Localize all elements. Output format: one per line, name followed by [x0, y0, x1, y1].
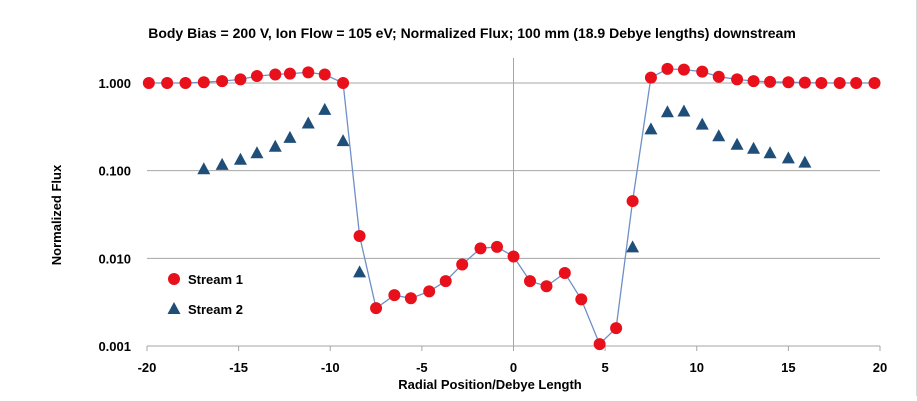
- stream-1-point: [815, 77, 828, 89]
- stream-1-point: [142, 77, 155, 89]
- x-tick-label: 0: [510, 360, 517, 375]
- stream-1-point: [833, 77, 846, 89]
- chart-title: Body Bias = 200 V, Ion Flow = 105 eV; No…: [148, 25, 796, 41]
- stream-2-point: [197, 162, 211, 175]
- stream-1-point: [731, 73, 744, 86]
- x-tick-label: 5: [602, 360, 609, 375]
- stream-1-point: [558, 267, 571, 280]
- axes: [146, 58, 881, 351]
- stream-2-point: [781, 151, 795, 164]
- stream-2-point: [318, 102, 332, 115]
- stream-1-point: [764, 75, 777, 88]
- stream-1-point: [540, 280, 553, 293]
- stream-1-point: [593, 338, 606, 351]
- stream-1-point: [423, 285, 436, 298]
- stream-1-point: [179, 77, 192, 89]
- stream-2-point: [660, 105, 674, 118]
- x-tick-label: -5: [416, 360, 428, 375]
- stream-2-point: [712, 129, 726, 142]
- stream-1-point: [197, 76, 210, 89]
- stream-2-point: [626, 240, 640, 253]
- stream-1-point: [318, 68, 331, 81]
- stream-1-point: [439, 275, 452, 288]
- stream-1-point: [626, 195, 639, 208]
- stream-2-point: [233, 152, 247, 165]
- legend-stream2-label: Stream 2: [188, 302, 243, 317]
- y-tick-label: 0.010: [98, 251, 131, 266]
- stream-1-point: [474, 242, 487, 255]
- y-tick-label: 0.001: [98, 339, 131, 354]
- x-axis-title: Radial Position/Debye Length: [398, 377, 582, 392]
- stream-1-point: [491, 240, 504, 253]
- legend-stream1-marker: [168, 273, 180, 285]
- legend-stream1-label: Stream 1: [188, 272, 243, 287]
- y-tick-label: 0.100: [98, 164, 131, 179]
- stream-1-point: [712, 70, 725, 83]
- x-tick-labels: -20 -15 -10 -5 0 5 10 15 20: [138, 360, 888, 375]
- stream-1-point: [353, 229, 366, 242]
- stream-1-point: [644, 71, 657, 84]
- stream-1-point: [161, 77, 174, 89]
- x-tick-label: -20: [138, 360, 157, 375]
- stream-2-point: [353, 265, 367, 278]
- stream-1-point: [250, 70, 263, 83]
- y-tick-labels: 0.001 0.010 0.100 1.000: [98, 76, 131, 354]
- stream-1-point: [610, 322, 623, 335]
- stream-1-point: [283, 67, 296, 80]
- stream-2-point: [283, 130, 297, 143]
- stream-1-point: [234, 73, 247, 86]
- x-tick-label: 10: [690, 360, 704, 375]
- stream-1-point: [456, 258, 469, 271]
- x-tick-label: -15: [229, 360, 248, 375]
- stream-1-point: [302, 66, 315, 79]
- stream-2-point: [215, 157, 229, 170]
- stream-2-point: [268, 139, 282, 152]
- x-tick-label: 20: [873, 360, 887, 375]
- stream-1-point: [523, 275, 536, 288]
- stream-1-point: [404, 292, 417, 305]
- stream-1-point: [337, 77, 350, 89]
- y-tick-label: 1.000: [98, 76, 131, 91]
- stream-1-point: [575, 293, 588, 306]
- stream-1-point: [661, 62, 674, 75]
- x-tick-label: -10: [321, 360, 340, 375]
- stream-2-point: [644, 122, 658, 135]
- stream-2-point: [301, 116, 315, 129]
- stream-2-point: [250, 146, 264, 159]
- stream-2-point: [747, 141, 761, 154]
- series-1-line: [148, 68, 875, 346]
- y-axis-title: Normalized Flux: [49, 164, 64, 265]
- stream-2-point: [730, 137, 744, 150]
- data-markers: [142, 62, 881, 351]
- trend-lines: [148, 68, 875, 346]
- stream-1-point: [747, 75, 760, 88]
- stream-1-point: [850, 77, 863, 89]
- stream-2-point: [798, 155, 812, 168]
- legend-stream2-marker: [167, 302, 181, 314]
- stream-2-point: [336, 134, 350, 147]
- stream-2-point: [695, 117, 709, 130]
- stream-1-point: [388, 289, 401, 302]
- stream-2-point: [677, 104, 691, 117]
- stream-1-point: [696, 65, 709, 78]
- stream-1-point: [677, 63, 690, 76]
- stream-1-point: [507, 250, 520, 263]
- stream-1-point: [370, 302, 383, 315]
- stream-2-point: [763, 146, 777, 159]
- stream-1-point: [269, 68, 282, 81]
- stream-1-point: [868, 77, 881, 89]
- x-tick-label: 15: [781, 360, 795, 375]
- stream-1-point: [782, 76, 795, 89]
- stream-1-point: [798, 76, 811, 89]
- legend: Stream 1 Stream 2: [167, 272, 243, 317]
- stream-1-point: [216, 75, 229, 88]
